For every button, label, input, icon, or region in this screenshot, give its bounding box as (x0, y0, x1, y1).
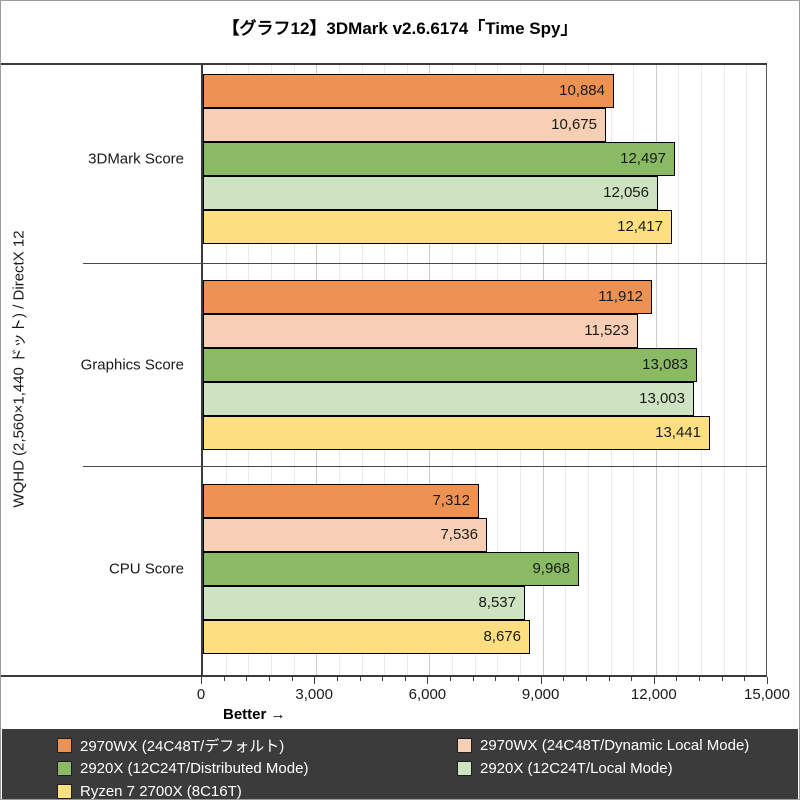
bar-cpu-score-series-3: 8,537 (203, 586, 525, 620)
minor-tick (721, 677, 723, 681)
minor-tick (291, 677, 293, 681)
minor-tick (495, 677, 497, 681)
legend-item-1: 2970WX (24C48T/Dynamic Local Mode) (457, 736, 750, 754)
group-separator-1 (83, 263, 767, 264)
major-tick (314, 677, 316, 684)
legend-item-0: 2970WX (24C48T/デフォルト) (57, 737, 285, 755)
legend-swatch-icon (57, 737, 72, 753)
bar-value-label: 13,441 (655, 424, 701, 441)
bar-graphics-score-series-3: 13,003 (203, 382, 694, 416)
bar-value-label: 13,083 (642, 356, 688, 373)
minor-tick (563, 677, 565, 681)
bar-cpu-score-series-1: 7,536 (203, 518, 487, 552)
bar-cpu-score-series-4: 8,676 (203, 620, 530, 654)
bar-graphics-score-series-1: 11,523 (203, 314, 638, 348)
bar-value-label: 12,497 (620, 150, 666, 167)
x-tick-label-2: 6,000 (408, 686, 447, 703)
legend-label: 2970WX (24C48T/Dynamic Local Mode) (480, 736, 750, 754)
minor-tick (246, 677, 248, 681)
plot-area: 10,884 10,675 12,497 12,056 12,417 11,912 11,5… (201, 65, 767, 675)
minor-tick (336, 677, 338, 681)
x-tick-label-5: 15,000 (744, 686, 790, 703)
minor-tick (450, 677, 451, 681)
x-tick-label-3: 9,000 (521, 686, 560, 703)
y-axis-label: WQHD (2,560×1,440 ドット) / DirectX 12 (10, 230, 28, 508)
bar-value-label: 10,675 (551, 116, 597, 133)
x-tick-label-1: 3,000 (295, 686, 333, 703)
legend-item-4: Ryzen 7 2700X (8C16T) (57, 783, 242, 799)
category-label-cpu-score: CPU Score (108, 560, 184, 578)
bar-cpu-score-series-2: 9,968 (203, 552, 579, 586)
minor-gridline (723, 65, 725, 675)
bar-graphics-score-series-0: 11,912 (203, 280, 652, 314)
major-tick (540, 677, 542, 684)
x-axis-line (1, 675, 767, 677)
legend-label: 2920X (12C24T/Local Mode) (480, 759, 673, 777)
major-tick (201, 677, 202, 684)
minor-tick (585, 677, 587, 681)
legend: 2970WX (24C48T/デフォルト) 2920X (12C24T/Distr… (2, 729, 798, 799)
bar-value-label: 13,003 (639, 390, 685, 407)
minor-tick (223, 677, 225, 681)
bar-3dmark-score-series-2: 12,497 (203, 142, 675, 176)
minor-tick (472, 677, 474, 681)
minor-tick (268, 677, 270, 681)
bar-value-label: 9,968 (532, 560, 570, 577)
bar-value-label: 10,884 (559, 82, 605, 99)
bar-3dmark-score-series-3: 12,056 (203, 176, 658, 210)
minor-tick (631, 677, 633, 681)
minor-tick (404, 677, 406, 681)
better-arrow-label: Better → (223, 706, 286, 723)
bar-value-label: 8,676 (483, 628, 521, 645)
bar-3dmark-score-series-4: 12,417 (203, 210, 672, 244)
bar-graphics-score-series-2: 13,083 (203, 348, 697, 382)
legend-label: 2970WX (24C48T/デフォルト) (80, 737, 285, 755)
minor-tick (359, 677, 361, 681)
x-tick-label-4: 12,000 (630, 686, 677, 703)
minor-tick (518, 677, 519, 681)
legend-swatch-icon (57, 760, 72, 776)
chart-title: 【グラフ12】3DMark v2.6.6174「Time Spy」 (222, 19, 578, 38)
legend-swatch-icon (57, 783, 72, 799)
bar-value-label: 11,523 (584, 322, 629, 339)
bar-value-label: 12,056 (603, 184, 649, 201)
minor-tick (699, 677, 701, 681)
minor-tick (382, 677, 384, 681)
bar-3dmark-score-series-0: 10,884 (203, 74, 614, 108)
minor-tick (744, 677, 746, 681)
minor-gridline (746, 65, 748, 675)
category-label-graphics-score: Graphics Score (80, 356, 184, 374)
category-label-3dmark-score: 3DMark Score (88, 150, 184, 168)
bar-value-label: 8,537 (478, 594, 516, 611)
legend-swatch-icon (457, 737, 472, 753)
bar-cpu-score-series-0: 7,312 (203, 484, 479, 518)
major-tick (653, 677, 655, 684)
plot-top-border (1, 63, 767, 65)
legend-item-3: 2920X (12C24T/Local Mode) (457, 759, 673, 777)
group-separator-2 (83, 466, 767, 467)
minor-gridline (701, 65, 703, 675)
bar-value-label: 7,312 (432, 492, 470, 509)
minor-tick (676, 677, 678, 681)
minor-tick (608, 677, 610, 681)
x-tick-label-0: 0 (196, 686, 206, 703)
bar-value-label: 12,417 (617, 218, 663, 235)
bar-graphics-score-series-4: 13,441 (203, 416, 710, 450)
legend-label: 2920X (12C24T/Distributed Mode) (80, 759, 309, 777)
bar-value-label: 11,912 (598, 288, 643, 305)
major-tick (767, 677, 768, 684)
bar-3dmark-score-series-1: 10,675 (203, 108, 606, 142)
legend-item-2: 2920X (12C24T/Distributed Mode) (57, 759, 309, 777)
legend-label: Ryzen 7 2700X (8C16T) (80, 782, 242, 800)
major-tick (427, 677, 429, 684)
legend-swatch-icon (457, 760, 472, 776)
bar-value-label: 7,536 (440, 526, 478, 543)
